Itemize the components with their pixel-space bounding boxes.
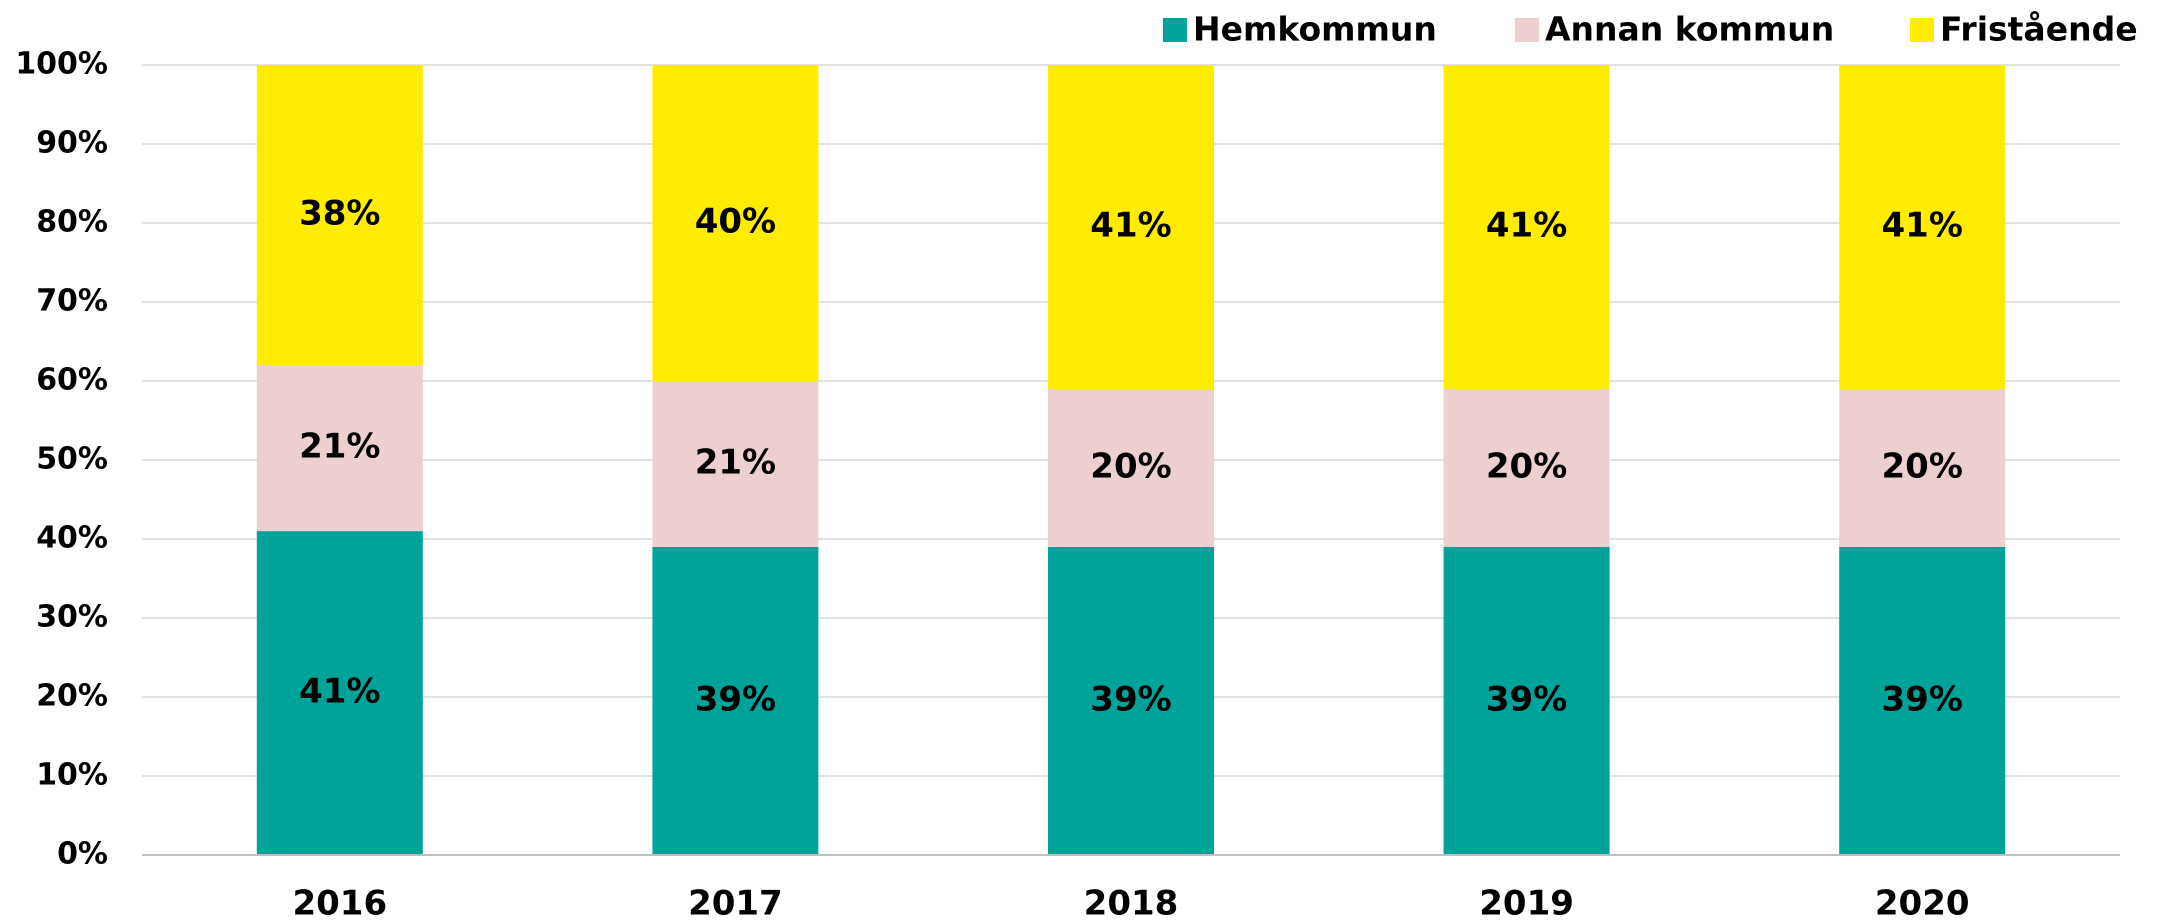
data-label: 41% xyxy=(1486,205,1567,245)
y-tick-label: 0% xyxy=(57,837,108,872)
bar-segment xyxy=(652,65,819,381)
bar-segment xyxy=(1443,65,1610,389)
data-label: 41% xyxy=(1090,205,1171,245)
data-label: 21% xyxy=(695,442,776,482)
y-tick-label: 40% xyxy=(36,521,108,556)
bar-segment xyxy=(1048,388,1214,547)
bar-segment xyxy=(1839,546,2006,855)
legend-label: Annan kommun xyxy=(1545,10,1834,49)
data-label: 39% xyxy=(1486,679,1567,719)
legend-label: Fristående xyxy=(1940,10,2138,49)
y-tick-label: 50% xyxy=(36,442,108,477)
legend-label: Hemkommun xyxy=(1193,10,1437,49)
y-tick-label: 100% xyxy=(15,47,108,82)
bar-segment xyxy=(652,546,819,855)
data-label: 38% xyxy=(299,194,380,234)
y-tick-label: 30% xyxy=(36,600,108,635)
legend-swatch xyxy=(1910,18,1934,42)
y-tick-label: 20% xyxy=(36,679,108,714)
x-tick-label: 2019 xyxy=(1479,884,1574,924)
y-tick-label: 10% xyxy=(36,758,108,793)
data-label: 20% xyxy=(1090,446,1171,486)
bar-segment xyxy=(1839,65,2006,389)
bar-segment xyxy=(1048,546,1214,855)
data-label: 39% xyxy=(1090,679,1171,719)
bar-segment xyxy=(1443,546,1610,855)
legend-swatch xyxy=(1515,18,1539,42)
x-tick-label: 2020 xyxy=(1875,884,1970,924)
data-label: 40% xyxy=(695,202,776,242)
bar-segment xyxy=(256,531,423,855)
bar-segment xyxy=(1443,388,1610,547)
data-label: 20% xyxy=(1882,446,1963,486)
x-tick-label: 2016 xyxy=(292,884,387,924)
bar-segment xyxy=(1048,65,1214,389)
bar-segment xyxy=(256,65,423,366)
y-tick-label: 60% xyxy=(36,363,108,398)
bar-segment xyxy=(652,381,819,547)
y-tick-label: 80% xyxy=(36,205,108,240)
data-label: 20% xyxy=(1486,446,1567,486)
bar-segment xyxy=(1839,388,2006,547)
x-tick-label: 2018 xyxy=(1084,884,1179,924)
data-label: 39% xyxy=(1882,679,1963,719)
y-tick-label: 90% xyxy=(36,126,108,161)
data-label: 41% xyxy=(1882,205,1963,245)
bar-segment xyxy=(256,365,423,532)
data-label: 39% xyxy=(695,679,776,719)
data-label: 21% xyxy=(299,427,380,467)
data-label: 41% xyxy=(299,672,380,712)
y-tick-label: 70% xyxy=(36,284,108,319)
x-tick-label: 2017 xyxy=(688,884,783,924)
legend-swatch xyxy=(1163,18,1187,42)
